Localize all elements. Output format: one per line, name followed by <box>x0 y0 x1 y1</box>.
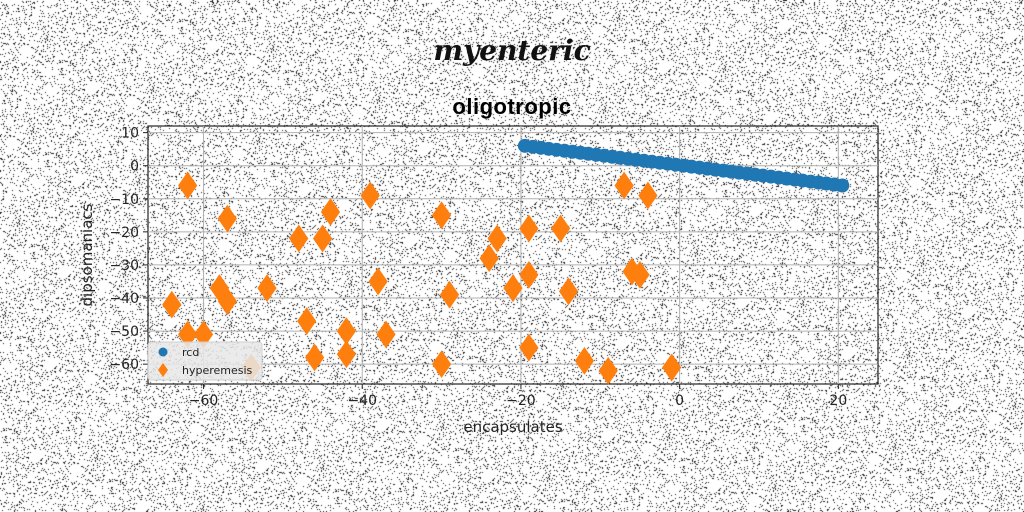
legend-marker-rcd <box>158 347 168 357</box>
y-tick-label: −10 <box>109 192 139 208</box>
point-hyperemesis <box>487 224 507 253</box>
point-hyperemesis <box>503 274 523 302</box>
point-hyperemesis <box>614 171 634 200</box>
y-tick-label: −60 <box>109 357 139 373</box>
point-hyperemesis <box>630 260 650 289</box>
point-hyperemesis <box>431 201 452 230</box>
legend: rcd hyperemesis <box>147 341 263 381</box>
point-hyperemesis <box>257 274 277 302</box>
point-rcd <box>835 178 850 193</box>
point-hyperemesis <box>336 340 356 369</box>
x-tick-label: 20 <box>829 393 847 409</box>
point-hyperemesis <box>178 171 198 200</box>
y-tick-label: 10 <box>121 126 139 142</box>
point-hyperemesis <box>217 287 237 316</box>
legend-marker-hyperemesis <box>158 363 168 377</box>
legend-label-rcd: rcd <box>182 346 199 359</box>
x-tick-label: −20 <box>506 393 536 409</box>
point-hyperemesis <box>336 317 356 345</box>
y-tick-label: 0 <box>130 159 139 175</box>
point-hyperemesis <box>368 267 388 296</box>
point-hyperemesis <box>662 353 682 382</box>
x-tick-label: 0 <box>675 393 684 409</box>
y-axis-label: dipsomaniacs <box>78 203 96 306</box>
point-hyperemesis <box>305 343 325 372</box>
y-tick-label: −40 <box>109 291 139 307</box>
y-tick-label: −20 <box>109 225 139 241</box>
point-hyperemesis <box>162 290 182 319</box>
x-tick-label: −60 <box>189 393 219 409</box>
point-hyperemesis <box>598 356 618 385</box>
legend-label-hyperemesis: hyperemesis <box>182 364 253 377</box>
point-hyperemesis <box>217 204 237 233</box>
x-axis-label: encapsulates <box>463 418 562 436</box>
point-hyperemesis <box>519 214 539 243</box>
point-hyperemesis <box>551 214 571 243</box>
y-tick-label: −50 <box>109 324 139 340</box>
point-hyperemesis <box>376 320 396 349</box>
point-hyperemesis <box>320 198 341 226</box>
point-hyperemesis <box>297 307 317 336</box>
point-hyperemesis <box>439 280 460 309</box>
chart-title: oligotropic <box>452 94 572 119</box>
point-hyperemesis <box>479 244 499 273</box>
point-hyperemesis <box>638 181 658 210</box>
axis-ticks: −60 −40 −20 0 20 10 0 −10 −20 −30 −40 −50 −60 <box>109 126 847 409</box>
point-hyperemesis <box>558 277 579 306</box>
figure-suptitle: myenteric <box>433 34 591 67</box>
x-tick-label: −40 <box>347 393 377 409</box>
point-hyperemesis <box>431 350 452 379</box>
point-hyperemesis <box>312 224 333 253</box>
point-hyperemesis <box>574 346 595 375</box>
plot-area <box>162 138 850 385</box>
legend-box <box>147 341 263 381</box>
point-hyperemesis <box>360 181 380 210</box>
y-tick-label: −30 <box>109 258 139 274</box>
point-hyperemesis <box>519 333 539 362</box>
axes-frame <box>147 125 879 385</box>
point-hyperemesis <box>289 224 309 253</box>
point-hyperemesis <box>519 260 539 289</box>
